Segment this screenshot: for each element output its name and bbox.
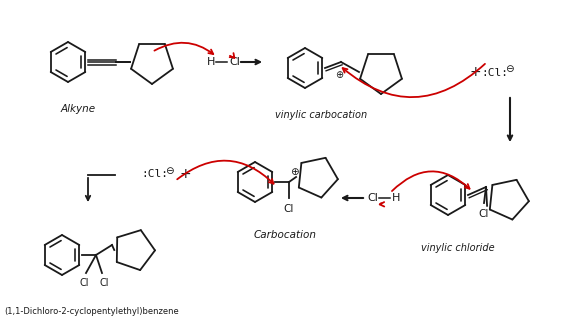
Text: :Cl:: :Cl:	[482, 68, 509, 78]
Text: Cl: Cl	[99, 278, 109, 288]
Text: Cl: Cl	[79, 278, 89, 288]
Text: ⊖: ⊖	[505, 64, 513, 74]
Text: Cl: Cl	[367, 193, 378, 203]
Text: +: +	[469, 65, 481, 79]
Text: :Cl:: :Cl:	[142, 169, 169, 179]
Text: H: H	[392, 193, 400, 203]
Text: vinylic carbocation: vinylic carbocation	[275, 110, 367, 120]
Text: Cl: Cl	[479, 209, 489, 219]
Text: Alkyne: Alkyne	[60, 104, 96, 114]
Text: H: H	[207, 57, 215, 67]
Text: vinylic chloride: vinylic chloride	[421, 243, 495, 253]
Text: Carbocation: Carbocation	[253, 230, 316, 240]
Text: Cl: Cl	[284, 204, 294, 214]
Text: ⊕: ⊕	[290, 167, 298, 177]
Text: Cl: Cl	[229, 57, 240, 67]
Text: +: +	[179, 167, 191, 181]
Text: ⊕: ⊕	[335, 70, 343, 80]
Text: ⊖: ⊖	[165, 166, 173, 176]
Text: (1,1-Dichloro-2-cyclopentylethyl)benzene: (1,1-Dichloro-2-cyclopentylethyl)benzene	[4, 307, 179, 316]
